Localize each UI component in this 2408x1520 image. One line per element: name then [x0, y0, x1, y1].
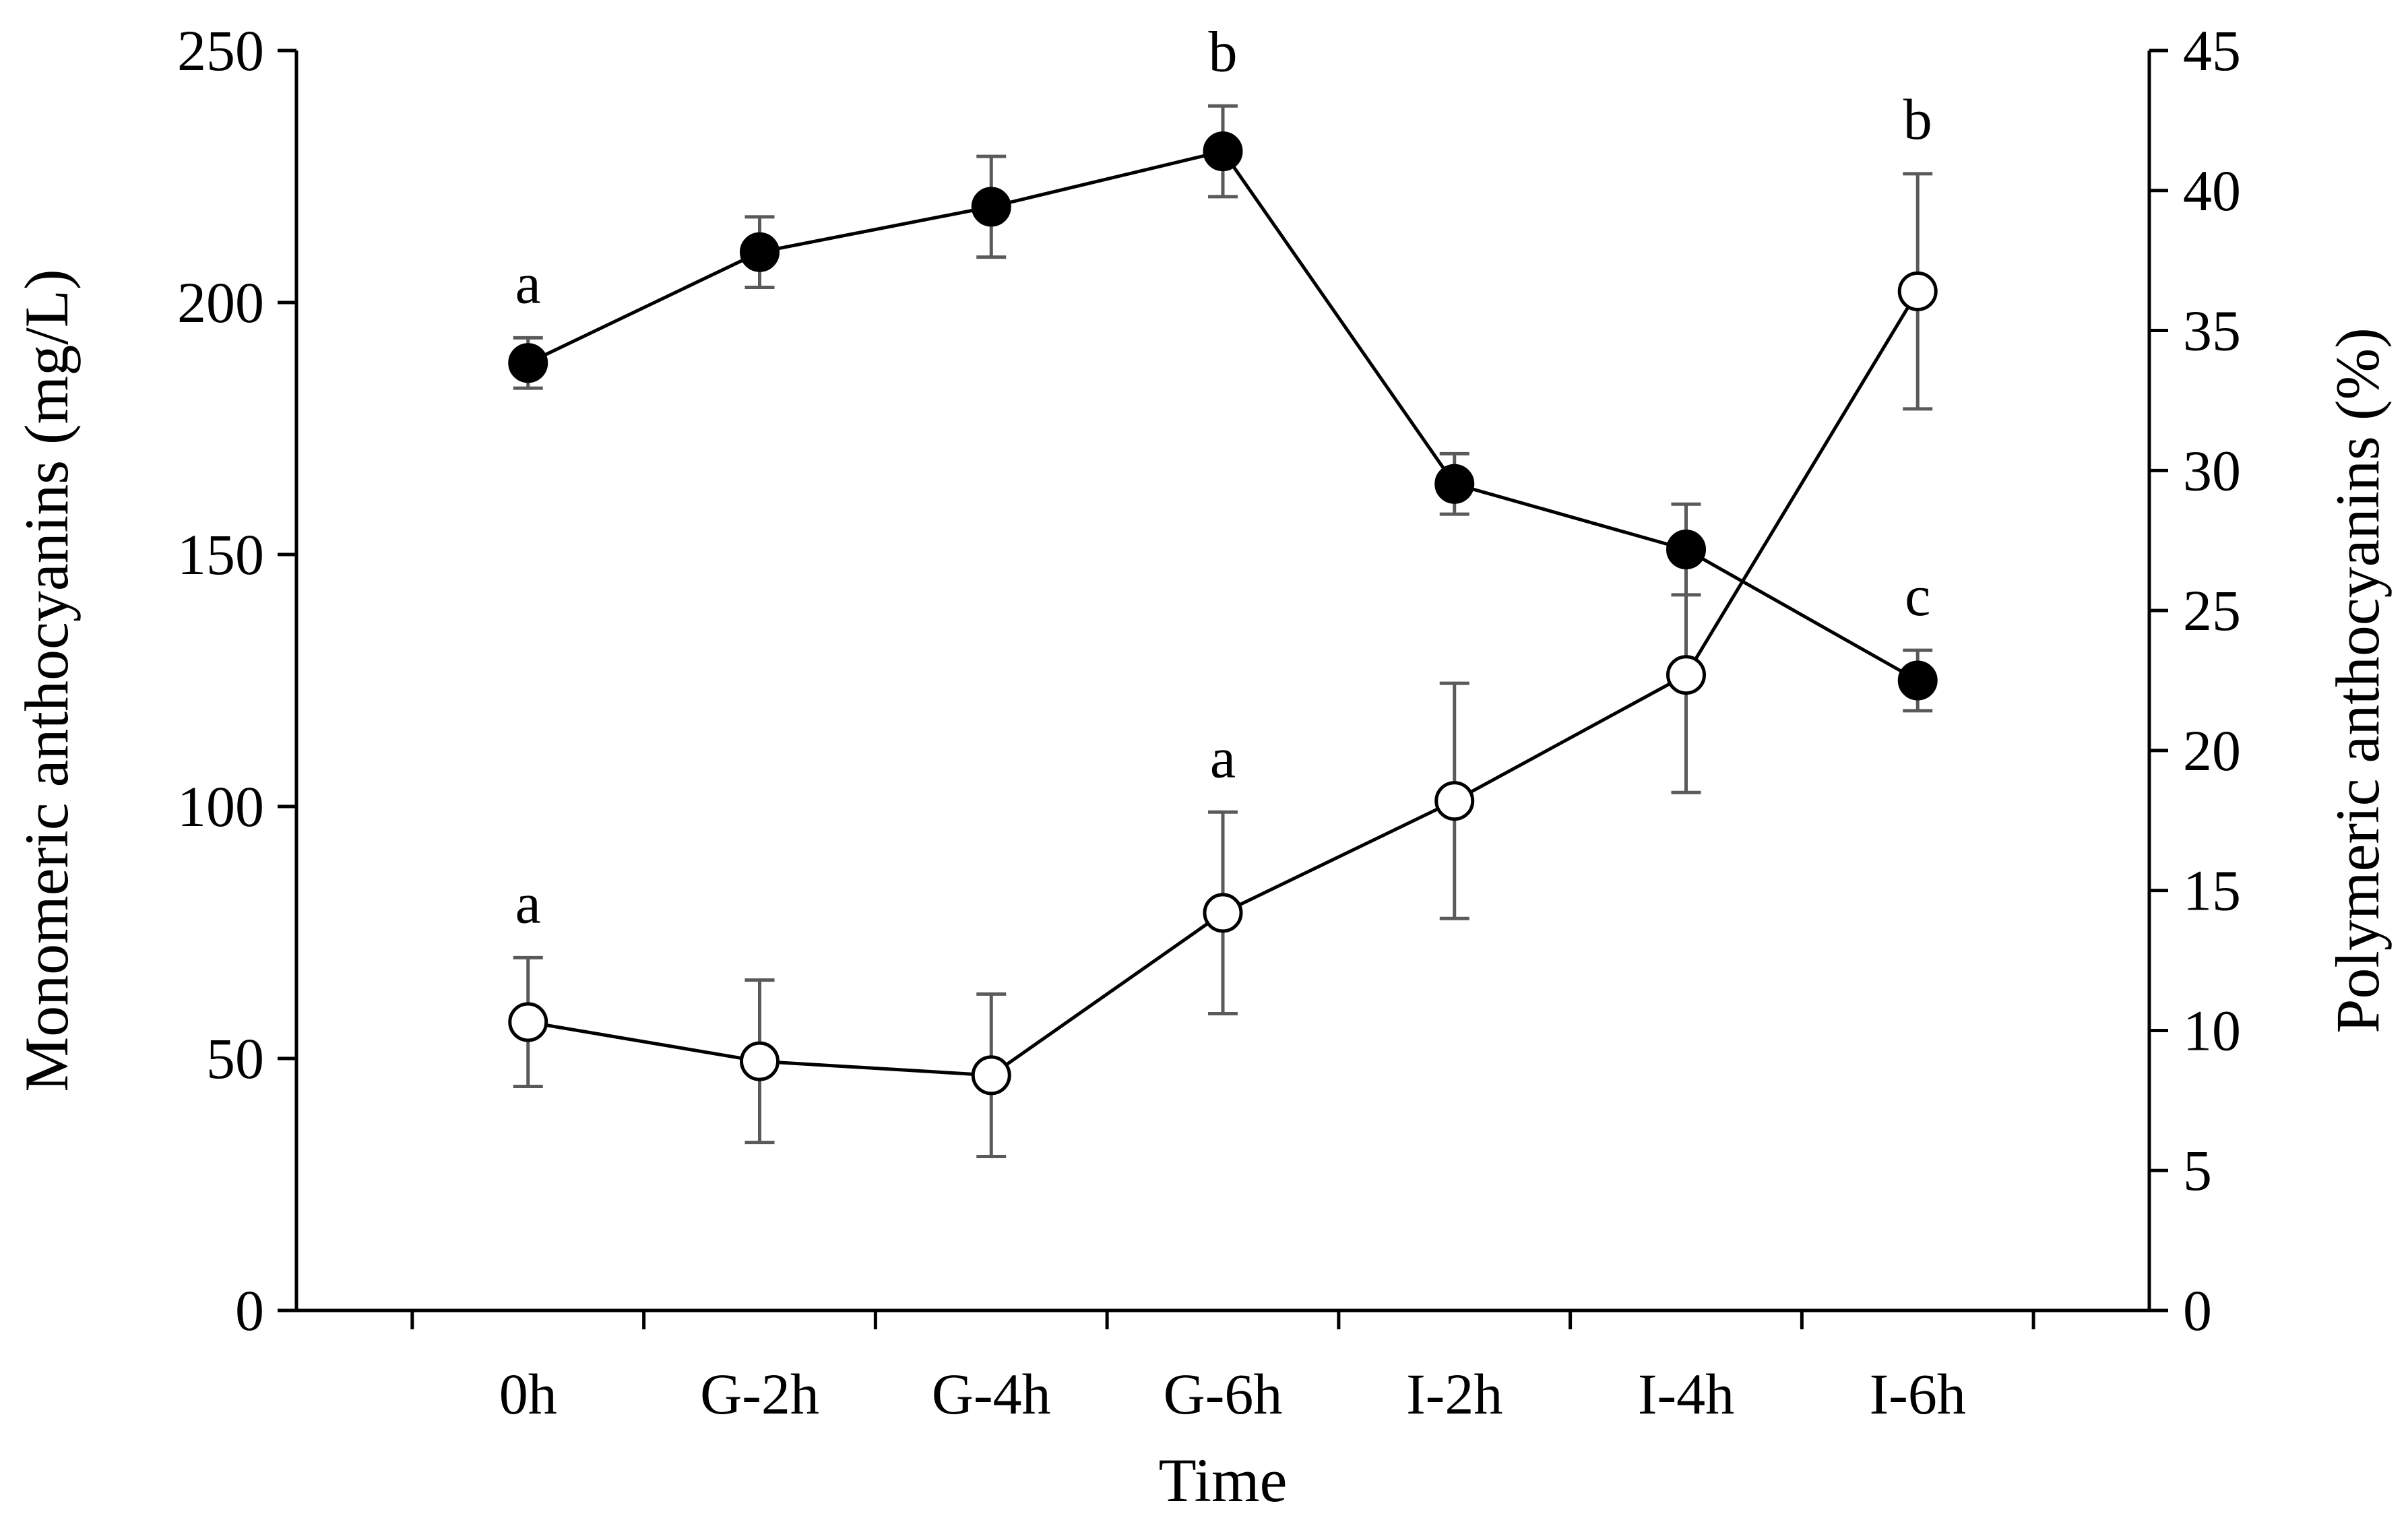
x-tick-label: G-6h: [1164, 1362, 1283, 1426]
right-y-tick-label: 45: [2183, 18, 2241, 83]
polymeric-significance-letter: a: [515, 870, 541, 935]
right-y-tick-label: 25: [2183, 578, 2241, 643]
right-y-tick-label: 20: [2183, 718, 2241, 783]
x-tick-label: G-4h: [932, 1362, 1051, 1426]
monomeric-data-point: [740, 232, 780, 272]
monomeric-data-point: [1897, 660, 1938, 701]
polymeric-significance-letter: a: [1210, 725, 1236, 790]
right-y-axis-title: Polymeric anthocyanins (%): [2323, 327, 2392, 1034]
polymeric-data-point: [1897, 271, 1938, 311]
x-axis-title: Time: [1159, 1446, 1288, 1515]
polymeric-significance-letter: b: [1903, 87, 1932, 152]
left-y-tick-label: 0: [235, 1278, 264, 1343]
x-tick-label: I-4h: [1638, 1362, 1734, 1426]
x-tick-label: I-6h: [1870, 1362, 1966, 1426]
left-y-tick-label: 150: [177, 522, 264, 587]
right-y-tick-label: 10: [2183, 998, 2241, 1063]
monomeric-data-point: [1666, 530, 1706, 570]
polymeric-data-point: [1203, 893, 1243, 933]
data-series: [508, 131, 1938, 1096]
x-tick-label: G-2h: [700, 1362, 819, 1426]
polymeric-data-point: [508, 1002, 548, 1042]
right-y-tick-label: 0: [2183, 1278, 2212, 1343]
polymeric-data-point: [971, 1055, 1011, 1096]
polymeric-data-point: [740, 1041, 780, 1081]
significance-letters: a b c a a b: [515, 19, 1932, 935]
monomeric-data-point: [508, 343, 548, 383]
right-y-tick-label: 30: [2183, 438, 2241, 503]
right-y-tick-label: 5: [2183, 1138, 2212, 1203]
monomeric-data-point: [1203, 131, 1243, 172]
polymeric-data-point: [1666, 655, 1706, 695]
x-tick-label: 0h: [499, 1362, 557, 1426]
right-y-tick-label: 40: [2183, 158, 2241, 223]
polymeric-data-point: [1434, 781, 1475, 821]
left-y-tick-label: 250: [177, 18, 264, 83]
monomeric-significance-letter: b: [1209, 19, 1238, 84]
monomeric-data-point: [971, 187, 1011, 227]
left-y-tick-label: 50: [206, 1026, 264, 1091]
left-y-axis-title: Monomeric anthocyanins (mg/L): [12, 269, 81, 1091]
monomeric-significance-letter: c: [1905, 563, 1930, 628]
axis-ticks: 0 50 100 150 200 250 0 5 10 15 20 25 30 35 40 45 0h G-2h G…: [177, 18, 2241, 1426]
left-y-tick-label: 100: [177, 774, 264, 839]
monomeric-significance-letter: a: [515, 251, 541, 315]
monomeric-data-point: [1434, 464, 1475, 504]
axes: [294, 51, 2151, 1312]
left-y-tick-label: 200: [177, 270, 264, 335]
monomeric-series-line: [527, 149, 1919, 683]
x-tick-label: I-2h: [1406, 1362, 1502, 1426]
right-y-tick-label: 15: [2183, 858, 2241, 923]
error-bars: [513, 104, 1933, 1158]
right-y-tick-label: 35: [2183, 298, 2241, 363]
